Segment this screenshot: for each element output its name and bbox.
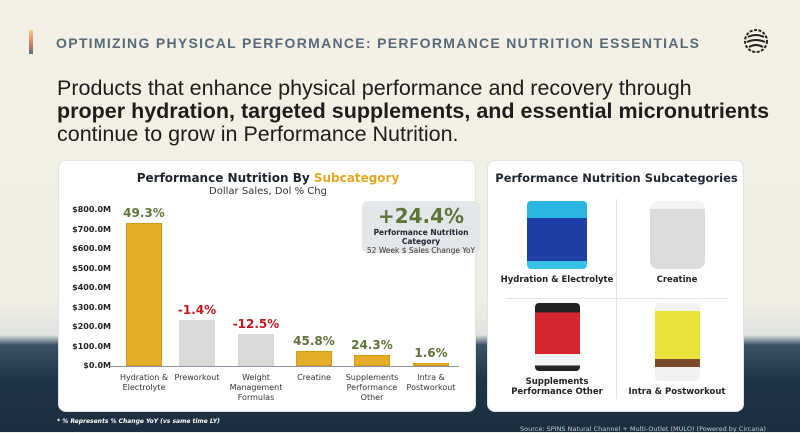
ryse-product-image bbox=[654, 303, 700, 381]
bar-0 bbox=[126, 222, 162, 366]
x-tick-label: Weight Management Formulas bbox=[229, 373, 283, 402]
bar-5 bbox=[413, 363, 449, 366]
data-label: 49.3% bbox=[123, 205, 165, 220]
data-label: -1.4% bbox=[177, 303, 217, 318]
chart-title: Performance Nutrition By Subcategory bbox=[136, 171, 400, 185]
y-tick-label: $800.0M bbox=[72, 205, 111, 214]
kpi-callout: +24.4% Performance Nutrition Category 52… bbox=[362, 201, 480, 255]
grid-divider-horizontal bbox=[506, 298, 728, 299]
y-tick-label: $0.0M bbox=[83, 361, 111, 370]
source-note: Source: SPINS Natural Channel + Multi-Ou… bbox=[520, 425, 766, 433]
x-tick-label: Intra & Postworkout bbox=[406, 373, 456, 392]
title-accent-bar bbox=[29, 30, 33, 54]
x-tick-label: Supplements Performance Other bbox=[345, 373, 399, 402]
data-label: 1.6% bbox=[414, 346, 448, 361]
x-tick-label: Hydration & Electrolyte bbox=[119, 373, 169, 392]
headline-line-2: proper hydration, targeted supplements, … bbox=[57, 99, 770, 123]
y-tick-label: $600.0M bbox=[72, 244, 111, 253]
y-tick-label: $100.0M bbox=[72, 341, 111, 351]
x-tick-label: Preworkout bbox=[174, 373, 220, 382]
subcategories-title: Performance Nutrition Subcategories bbox=[495, 171, 738, 185]
y-tick-label: $500.0M bbox=[72, 263, 111, 273]
y-tick-label: $200.0M bbox=[72, 322, 111, 331]
chart-card: Performance Nutrition By Subcategory Dol… bbox=[58, 160, 480, 413]
bar-4 bbox=[354, 355, 390, 366]
y-tick-label: $700.0M bbox=[72, 224, 111, 234]
headline-line-1: Products that enhance physical performan… bbox=[57, 76, 692, 100]
subcategories-card: Performance Nutrition Subcategories Hydr… bbox=[487, 160, 744, 412]
subcategory-tile-intra-postworkout[interactable]: Intra & Postworkout bbox=[618, 303, 736, 397]
bar-3 bbox=[296, 351, 332, 366]
globe-logo-icon bbox=[744, 29, 768, 53]
y-tick-label: $300.0M bbox=[72, 302, 111, 312]
bar-chart: $0.0M $100.0M $200.0M $300.0M $400.0M $500.0M… bbox=[59, 161, 477, 413]
kpi-value: +24.4% bbox=[377, 204, 465, 228]
data-label: 24.3% bbox=[351, 338, 393, 353]
data-label: 45.8% bbox=[293, 334, 335, 349]
subcategory-tile-creatine[interactable]: Creatine bbox=[618, 201, 736, 285]
headline: Products that enhance physical performan… bbox=[57, 77, 777, 146]
subcategory-tile-supplements[interactable]: Supplements Performance Other bbox=[498, 303, 616, 397]
bar-2 bbox=[238, 333, 274, 366]
page-title: OPTIMIZING PHYSICAL PERFORMANCE: PERFORM… bbox=[56, 35, 701, 51]
hydration-product-image bbox=[527, 201, 587, 269]
bar-1 bbox=[179, 320, 215, 366]
grid-divider-vertical bbox=[616, 199, 617, 399]
y-tick-label: $400.0M bbox=[72, 283, 111, 292]
amino-energy-product-image bbox=[534, 303, 580, 371]
x-axis-line bbox=[109, 366, 459, 367]
footnote: * % Represents % Change YoY (vs same tim… bbox=[57, 418, 220, 425]
subcategory-tile-hydration[interactable]: Hydration & Electrolyte bbox=[498, 201, 616, 285]
creatine-product-image bbox=[649, 201, 705, 269]
kpi-label: Performance Nutrition Category bbox=[373, 228, 469, 246]
x-tick-label: Creatine bbox=[297, 373, 331, 382]
headline-line-3: continue to grow in Performance Nutritio… bbox=[57, 122, 459, 146]
kpi-sublabel: 52 Week $ Sales Change YoY bbox=[366, 246, 476, 255]
chart-subtitle: Dollar Sales, Dol % Chg bbox=[209, 186, 327, 197]
data-label: -12.5% bbox=[232, 316, 280, 331]
